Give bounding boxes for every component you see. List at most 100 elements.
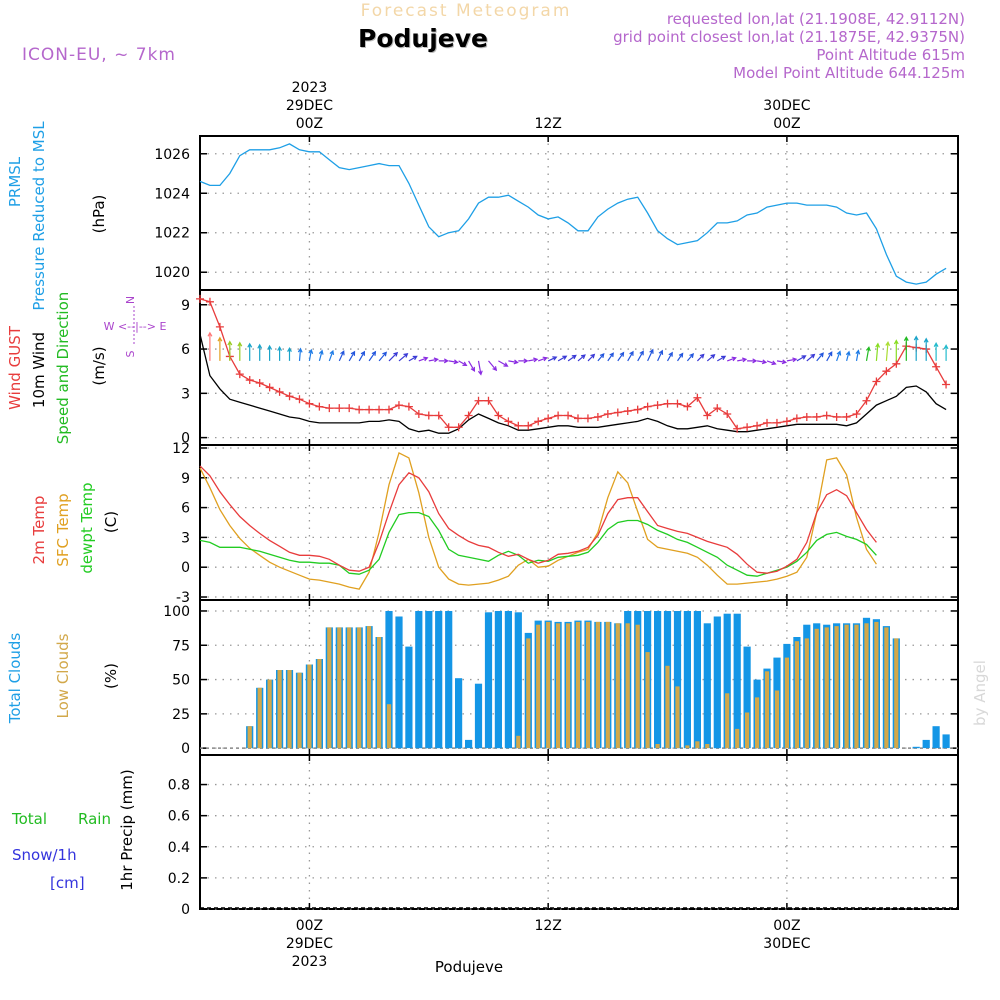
gust-marker (564, 411, 573, 420)
wind-direction-arrow (786, 357, 798, 363)
gust-marker (385, 405, 394, 414)
gust-marker (683, 402, 692, 411)
low-cloud-bar (725, 693, 730, 749)
requested-lonlat: requested lon,lat (21.1908E, 42.9112N) (667, 10, 965, 28)
gust-marker (414, 410, 423, 418)
wind-gust-label: Wind GUST (6, 325, 24, 410)
low-cloud-bar (516, 735, 521, 749)
prmsl-ytick-label: 1022 (154, 226, 190, 242)
low-cloud-bar (357, 627, 362, 749)
wind-direction-arrow (845, 350, 851, 362)
gust-marker (295, 395, 304, 404)
low-cloud-bar (337, 627, 342, 749)
precip-cm-label: [cm] (50, 874, 85, 892)
sfc-temp-label: SFC Temp (54, 493, 72, 566)
gust-marker (633, 405, 642, 414)
cloud-ytick-label: 0 (181, 741, 190, 757)
wind-direction-arrow (796, 355, 807, 362)
total-cloud-bar (723, 613, 731, 749)
prmsl-frame (199, 135, 959, 291)
gust-marker (355, 405, 364, 414)
low-cloud-bar (556, 623, 561, 749)
gust-marker (574, 414, 583, 423)
gust-marker (763, 418, 772, 427)
clouds-panel: Total Clouds Low Clouds (%) 0 25 50 75 100 (6, 599, 959, 757)
low-cloud-bar (824, 627, 829, 749)
wind-direction-arrow (428, 357, 439, 363)
total-cloud-bar (942, 734, 950, 749)
temp-ytick-label: 3 (181, 530, 190, 546)
wind-direction-arrow (508, 359, 519, 365)
gust-marker (424, 411, 433, 420)
gust-marker (932, 362, 941, 371)
bottom-date-label: 29DEC (286, 936, 333, 952)
wind-direction-arrow (657, 349, 664, 362)
total-cloud-bar (932, 726, 940, 749)
low-cloud-bar (665, 665, 670, 749)
wind-direction-arrow (458, 360, 468, 367)
gust-marker (305, 399, 314, 408)
gust-marker (375, 405, 384, 414)
total-cloud-bar (743, 646, 751, 749)
precip-total-label: Total (11, 810, 47, 828)
wind-direction-arrow (893, 339, 899, 361)
temp-ytick-label: -3 (176, 590, 190, 606)
gust-marker (673, 399, 682, 408)
precip-snow-label: Snow/1h (12, 846, 77, 864)
low-cloud-bar (864, 623, 869, 749)
gust-marker (464, 411, 473, 420)
wind-direction-arrow (227, 340, 233, 361)
low-cloud-bar (307, 664, 312, 749)
total-cloud-bar (415, 611, 423, 749)
low-cloud-bar (267, 679, 272, 749)
precip-rain-label: Rain (78, 810, 111, 828)
wind-direction-arrow (257, 343, 263, 361)
wind-direction-arrow (577, 354, 586, 362)
gust-marker (544, 414, 553, 423)
low-cloud-bar (764, 671, 770, 749)
gust-marker (733, 424, 742, 433)
gust-marker (862, 396, 871, 405)
low-cloud-bar (566, 623, 571, 749)
wind-direction-arrow (398, 353, 409, 362)
low-cloud-bar (794, 641, 799, 749)
total-cloud-bar (395, 616, 403, 749)
gust-marker (196, 294, 204, 303)
wind-direction-arrow (607, 352, 614, 362)
point-altitude: Point Altitude 615m (816, 46, 965, 64)
wind-direction-arrow (717, 355, 727, 362)
gust-marker (892, 359, 901, 368)
low-cloud-bar (675, 686, 680, 749)
wind-direction-arrow (627, 350, 634, 362)
gust-marker (882, 367, 891, 376)
faint-title: Forecast Meteogram (361, 1, 572, 21)
gust-marker (474, 396, 483, 405)
wind-ytick-label: 3 (181, 386, 190, 402)
wind-direction-arrow (903, 335, 909, 361)
top-hour-label: 00Z (773, 116, 800, 132)
low-cloud-bar (605, 621, 610, 749)
wind-ytick-label: 6 (181, 342, 190, 358)
wind-direction-arrow (468, 360, 476, 372)
bottom-time-axis: 00Z29DEC202312Z00Z30DEC12Z00Z31DEC12Z (286, 918, 811, 970)
precip-unit-label: 1hr Precip (mm) (118, 769, 136, 890)
temp2m-line (199, 465, 877, 574)
wind-direction-arrow (297, 347, 303, 361)
top-date-label: 29DEC (286, 98, 333, 114)
temp-ytick-label: 0 (181, 560, 190, 576)
wind-direction-arrow (776, 359, 788, 365)
gust-marker (484, 396, 493, 405)
low-cloud-bar (377, 637, 382, 749)
gust-marker (772, 418, 781, 427)
model-point-altitude: Model Point Altitude 644.125m (733, 64, 965, 82)
precip-ytick-label: 0.6 (168, 809, 190, 825)
total-cloud-bar (713, 616, 721, 749)
gust-marker (802, 412, 811, 421)
total-cloud-bar (504, 611, 512, 749)
wind-dir-label: Speed and Direction (54, 292, 72, 445)
total-cloud-bar (474, 683, 483, 749)
low-cloud-bar (595, 621, 600, 749)
low-cloud-bar (536, 624, 541, 749)
wind-direction-arrow (567, 354, 577, 362)
